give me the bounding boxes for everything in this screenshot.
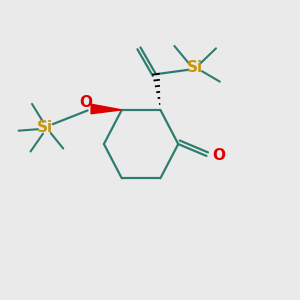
- Text: Si: Si: [187, 60, 202, 75]
- Text: Si: Si: [37, 120, 53, 135]
- Text: O: O: [212, 148, 225, 163]
- Polygon shape: [91, 104, 122, 114]
- Text: O: O: [79, 95, 92, 110]
